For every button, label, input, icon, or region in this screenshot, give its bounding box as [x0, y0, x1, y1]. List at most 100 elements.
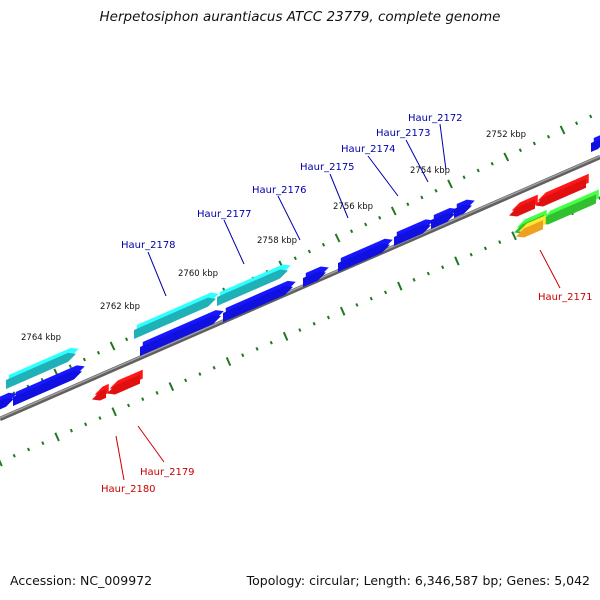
outer-scale-tick	[334, 233, 341, 243]
gene-haur-2181-blue	[13, 365, 85, 406]
leader-haur-2177	[223, 219, 245, 265]
outer-scale-tick	[321, 242, 326, 247]
gene-haur-2173-blue	[431, 208, 458, 229]
inner-scale-tick	[269, 340, 273, 345]
outer-scale-tick	[546, 134, 551, 139]
leader-haur-2171	[539, 249, 561, 289]
inner-scale-tick	[469, 252, 473, 257]
leader-haur-2172	[439, 123, 447, 171]
outer-scale-tick	[476, 168, 480, 173]
inner-scale-tick	[168, 382, 175, 392]
inner-scale-tick	[41, 441, 45, 446]
scale-label-2752: 2752 kbp	[486, 130, 526, 140]
gene-haur-2179-region-cyan	[6, 347, 79, 389]
outer-scale-tick	[124, 337, 129, 342]
gene-haur-2178-blue	[140, 310, 224, 356]
scale-label-2756: 2756 kbp	[333, 202, 373, 212]
outer-scale-tick	[434, 188, 438, 193]
gene-haur-2175-blue-face	[338, 243, 390, 272]
gene-haur-2177-blue-face	[223, 285, 293, 322]
inner-scale-tick	[184, 378, 188, 383]
gene-green	[540, 189, 599, 225]
scale-label-2760: 2760 kbp	[178, 269, 218, 279]
inner-scale-tick	[339, 306, 346, 316]
outer-scale-tick	[96, 350, 101, 355]
inner-scale-tick	[369, 296, 373, 301]
leader-haur-2174	[367, 155, 399, 197]
gene-haur-2175-blue	[338, 238, 393, 272]
inner-scale-tick	[312, 321, 316, 326]
inner-scale-tick	[111, 407, 117, 417]
inner-scale-tick	[355, 303, 359, 307]
genome-summary-text: Topology: circular; Length: 6,346,587 bp…	[246, 573, 590, 588]
gene-haur-2180-red-face	[92, 388, 106, 401]
gene-haur-2178-cyan	[134, 292, 219, 339]
inner-scale-tick	[397, 281, 403, 291]
leader-haur-2179	[137, 425, 165, 463]
gene-haur-2172-blue	[454, 199, 475, 218]
outer-scale-tick	[503, 152, 510, 162]
outer-scale-tick	[378, 215, 382, 220]
inner-scale-tick	[26, 447, 31, 452]
gene-orange	[516, 215, 546, 238]
gene-haur-2173-blue-face	[431, 213, 455, 229]
gene-haur-2181-blue-face	[13, 370, 82, 406]
gene-haur-2171-red-face	[535, 178, 586, 207]
inner-scale-tick	[0, 459, 3, 467]
inner-scale-tick	[198, 372, 202, 376]
gene-haur-2179-red	[107, 369, 143, 395]
scale-label-2764: 2764 kbp	[21, 333, 61, 343]
inner-scale-tick	[84, 422, 88, 427]
outer-scale-tick	[109, 341, 116, 351]
gene-label-haur-2178: Haur_2178	[121, 240, 176, 251]
leader-haur-2178	[147, 251, 167, 297]
gene-haur-2179-region-cyan-face	[6, 352, 76, 389]
inner-scale-tick	[412, 277, 416, 282]
outer-scale-tick	[364, 222, 368, 227]
gene-edge-blue-right-face	[591, 139, 600, 152]
inner-scale-tick	[126, 403, 131, 408]
outer-scale-tick	[349, 229, 354, 234]
inner-scale-tick	[212, 365, 216, 370]
gene-haur-2177-blue	[223, 280, 296, 322]
gene-label-haur-2172: Haur_2172	[408, 113, 463, 124]
outer-scale-tick	[490, 161, 494, 166]
inner-scale-tick	[241, 353, 245, 358]
gene-edge-blue	[0, 392, 17, 410]
outer-scale-tick	[462, 175, 466, 180]
inner-scale-tick	[383, 290, 388, 295]
genome-backbone-highlight	[0, 155, 600, 419]
outer-scale-tick	[518, 148, 523, 153]
genome-backbone	[0, 154, 600, 422]
inner-scale-tick	[141, 397, 145, 402]
gene-label-haur-2179: Haur_2179	[140, 467, 195, 478]
gene-label-haur-2177: Haur_2177	[197, 209, 252, 220]
inner-scale-tick	[441, 265, 445, 270]
gene-green-face	[540, 194, 596, 225]
leader-haur-2173	[405, 139, 429, 183]
gene-label-haur-2171: Haur_2171	[538, 292, 593, 303]
outer-scale-tick	[532, 141, 537, 146]
label-leaders	[115, 123, 561, 481]
inner-scale-tick	[326, 315, 331, 320]
inner-scale-tick	[298, 328, 302, 332]
gene-label-haur-2174: Haur_2174	[341, 144, 396, 155]
gene-haur-2171-red-small	[509, 194, 538, 217]
accession-text: Accession: NC_009972	[10, 573, 153, 588]
gene-haur-2176-blue-face	[303, 271, 326, 287]
map-title: Herpetosiphon aurantiacus ATCC 23779, co…	[99, 9, 501, 25]
inner-scale-tick	[454, 256, 460, 266]
gene-haur-2174-blue-face	[394, 224, 431, 246]
gene-haur-2171-red	[535, 173, 589, 207]
outer-scale-tick	[293, 256, 297, 261]
gene-haur-2171-red-small-face	[509, 199, 535, 217]
inner-scale-tick	[498, 240, 502, 244]
inner-scale-tick	[69, 428, 73, 433]
gene-haur-2180-red	[92, 383, 109, 401]
inner-scale-tick	[155, 391, 159, 395]
gene-haur-2174-blue	[394, 219, 434, 246]
outer-scale-tick	[406, 202, 410, 207]
inner-scale-tick	[12, 453, 16, 458]
